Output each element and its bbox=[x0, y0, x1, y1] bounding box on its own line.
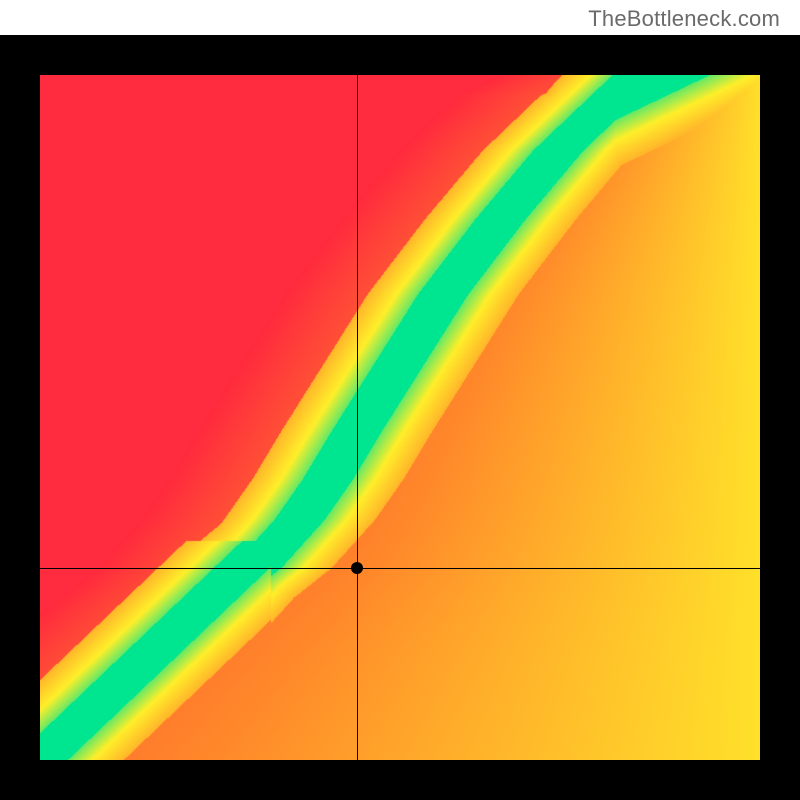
heatmap-canvas bbox=[40, 75, 760, 760]
plot-frame bbox=[0, 35, 800, 800]
crosshair-dot bbox=[351, 562, 363, 574]
crosshair-vertical bbox=[357, 75, 358, 760]
figure-root: TheBottleneck.com bbox=[0, 0, 800, 800]
attribution-label: TheBottleneck.com bbox=[588, 6, 780, 32]
crosshair-horizontal bbox=[40, 568, 760, 569]
